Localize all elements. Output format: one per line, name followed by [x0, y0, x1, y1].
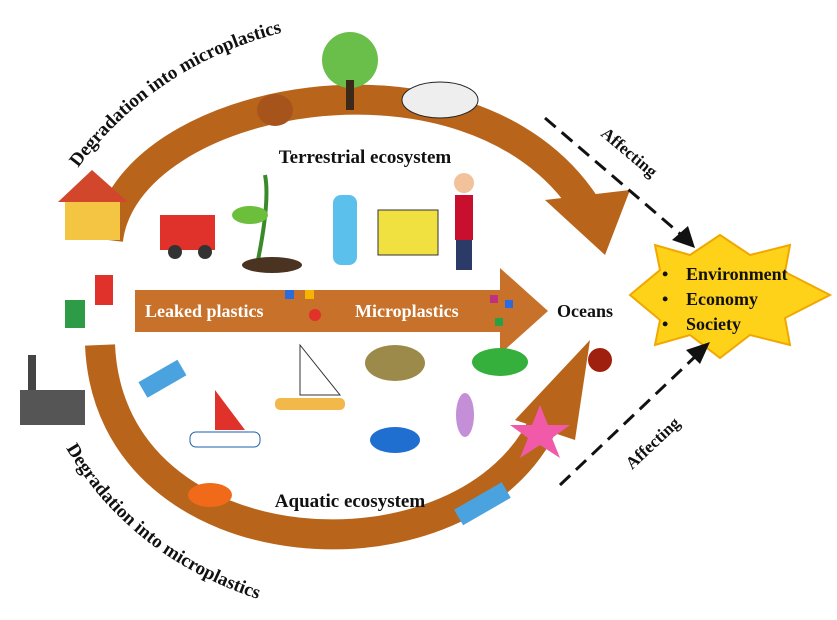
affecting-label: Affecting: [597, 124, 661, 182]
bullet: •: [662, 289, 668, 309]
arrowhead: [672, 226, 695, 248]
impact-item: Society: [686, 314, 741, 334]
bullet: •: [662, 264, 668, 284]
bullet: •: [662, 314, 668, 334]
microplastics-label: Microplastics: [355, 301, 459, 321]
impact-item: Economy: [686, 289, 758, 309]
diagram: Degradation into microplastics Terrestri…: [0, 0, 837, 620]
impact-item: Environment: [686, 264, 788, 284]
affecting-label: Affecting: [622, 413, 684, 473]
leaked-label: Leaked plastics: [145, 301, 264, 321]
oceans-label: Oceans: [557, 301, 613, 321]
aquatic-label: Aquatic ecosystem: [275, 491, 426, 512]
terrestrial-label: Terrestrial ecosystem: [279, 147, 452, 168]
